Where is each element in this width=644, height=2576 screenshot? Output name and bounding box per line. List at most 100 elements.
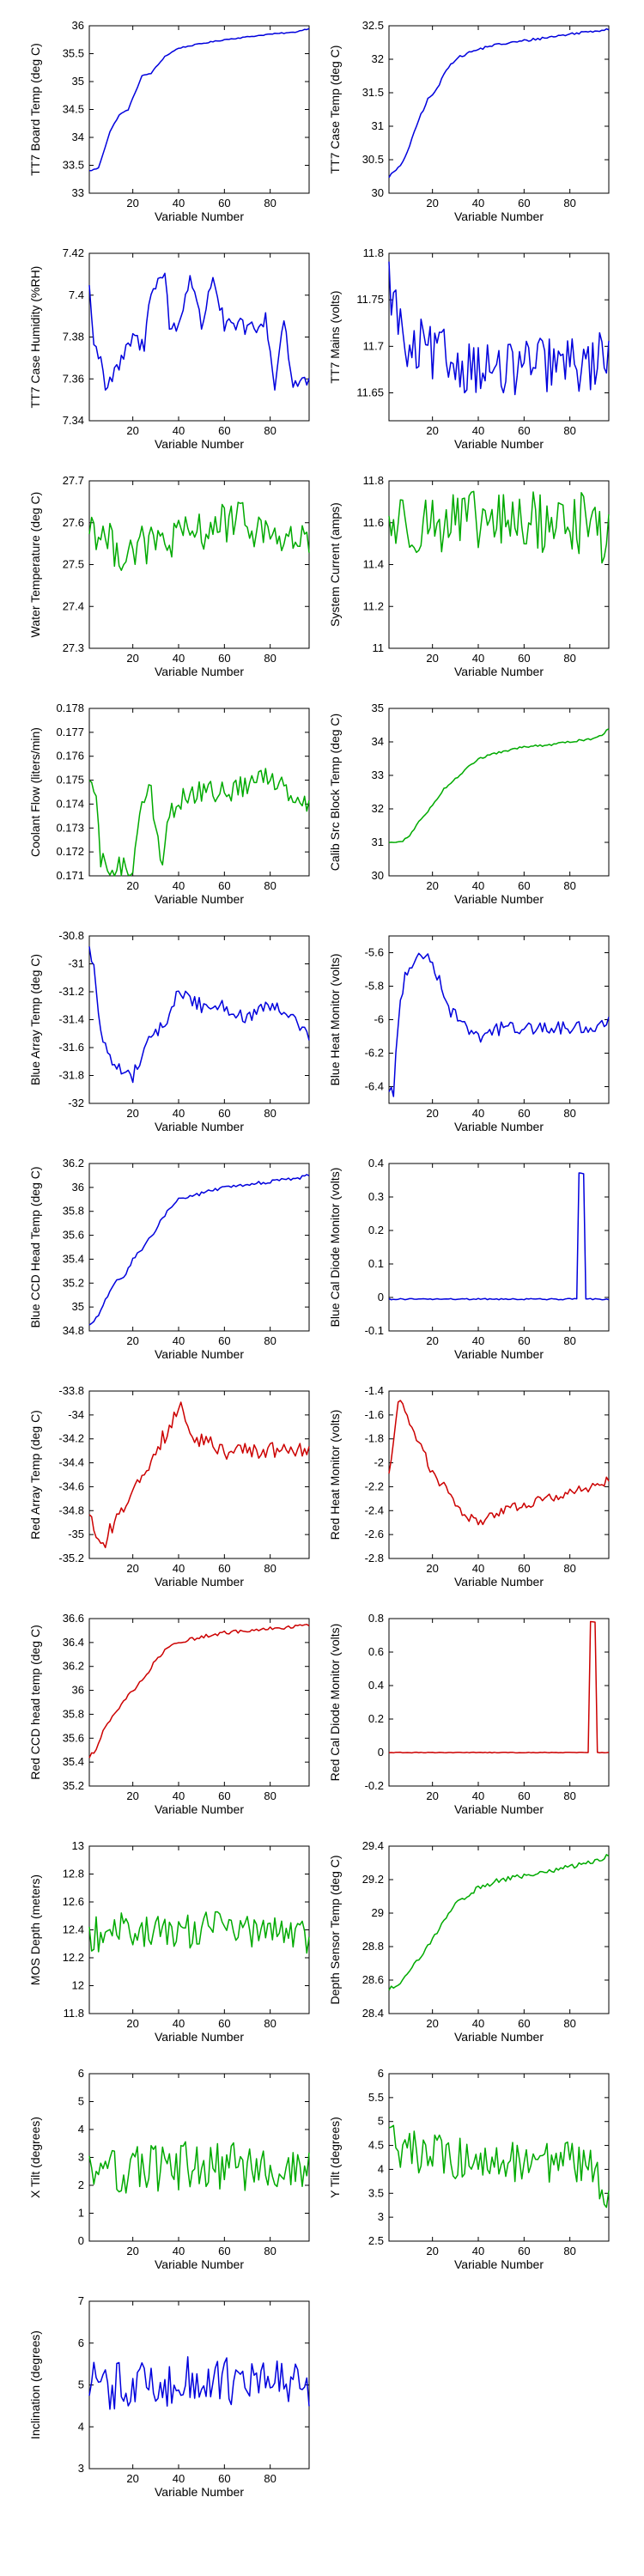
x-axis-label: Variable Number bbox=[454, 1575, 544, 1589]
series-line bbox=[88, 27, 310, 172]
y-tick-label: -35 bbox=[68, 1528, 84, 1540]
y-tick-label: 27.7 bbox=[63, 474, 84, 487]
x-tick-label: 80 bbox=[264, 424, 276, 437]
x-tick-label: 60 bbox=[218, 1107, 230, 1120]
x-axis-label: Variable Number bbox=[155, 665, 244, 678]
x-tick-label: 60 bbox=[518, 197, 530, 210]
x-tick-label: 80 bbox=[264, 1789, 276, 1802]
x-tick-label: 80 bbox=[563, 424, 575, 437]
x-tick-label: 20 bbox=[126, 879, 138, 892]
x-tick-label: 80 bbox=[264, 1334, 276, 1347]
y-tick-label: 0 bbox=[78, 2234, 84, 2247]
y-tick-label: 35.5 bbox=[63, 47, 84, 60]
y-tick-label: 34 bbox=[372, 735, 384, 748]
x-tick-label: 20 bbox=[126, 424, 138, 437]
x-axis-label: Variable Number bbox=[454, 892, 544, 906]
y-tick-label: 35.4 bbox=[63, 1755, 84, 1768]
x-axis-label: Variable Number bbox=[454, 665, 544, 678]
y-tick-label: -5.6 bbox=[365, 946, 384, 959]
subplot-1: 33 33.5 34 34.5 35 35.5 36 20 40 60 80 Variable Num… bbox=[28, 19, 310, 223]
y-tick-label: 0.8 bbox=[368, 1612, 384, 1625]
y-tick-label: -6 bbox=[374, 1013, 384, 1026]
x-tick-label: 20 bbox=[126, 1789, 138, 1802]
subplot-2: 30 30.5 31 31.5 32 32.5 20 40 60 80 Variable Numbe… bbox=[328, 19, 610, 223]
y-tick-label: 0.2 bbox=[368, 1712, 384, 1725]
x-tick-label: 80 bbox=[563, 1562, 575, 1575]
x-axis-label: Variable Number bbox=[155, 437, 244, 451]
y-tick-label: -31 bbox=[68, 957, 84, 970]
y-tick-label: 0.171 bbox=[56, 869, 84, 882]
y-tick-label: 35.8 bbox=[63, 1205, 84, 1218]
y-tick-label: 3 bbox=[78, 2462, 84, 2475]
x-tick-label: 60 bbox=[218, 424, 230, 437]
y-tick-label: 29 bbox=[372, 1906, 384, 1919]
x-tick-label: 20 bbox=[126, 1334, 138, 1347]
y-tick-label: 28.6 bbox=[362, 1973, 384, 1986]
y-axis-label: Blue CCD Head Temp (deg C) bbox=[28, 1166, 42, 1327]
x-tick-label: 80 bbox=[264, 652, 276, 665]
x-tick-label: 80 bbox=[563, 652, 575, 665]
plot-frame bbox=[88, 935, 310, 1104]
y-axis-label: Red Heat Monitor (volts) bbox=[328, 1410, 342, 1540]
y-axis-label: X Tilt (degrees) bbox=[28, 2117, 42, 2198]
y-tick-label: -5.8 bbox=[365, 980, 384, 993]
subplot-7: 0.171 0.172 0.173 0.174 0.175 0.176 0.177 0.178… bbox=[28, 702, 310, 906]
y-axis-label: Water Temperature (deg C) bbox=[28, 492, 42, 638]
series-line bbox=[388, 1620, 610, 1754]
subplot-8: 30 31 32 33 34 35 20 40 60 80 Variable Number Calib… bbox=[328, 702, 610, 906]
x-tick-label: 80 bbox=[563, 2245, 575, 2257]
y-tick-label: 11.6 bbox=[363, 516, 384, 529]
y-tick-label: 0.178 bbox=[56, 702, 84, 714]
y-tick-label: 34.5 bbox=[63, 103, 84, 116]
x-axis-label: Variable Number bbox=[454, 1347, 544, 1361]
y-tick-label: 35.4 bbox=[63, 1252, 84, 1265]
y-tick-label: -34 bbox=[68, 1408, 84, 1421]
y-tick-label: 36.6 bbox=[63, 1612, 84, 1625]
y-tick-label: 3.5 bbox=[368, 2186, 384, 2199]
x-tick-label: 60 bbox=[218, 652, 230, 665]
x-tick-label: 20 bbox=[126, 1562, 138, 1575]
subplot-6: 11 11.2 11.4 11.6 11.8 20 40 60 80 Variable Numbe… bbox=[328, 474, 610, 678]
x-tick-label: 20 bbox=[126, 652, 138, 665]
x-tick-label: 40 bbox=[173, 1107, 185, 1120]
y-tick-label: -33.8 bbox=[58, 1384, 84, 1397]
x-tick-label: 80 bbox=[563, 1107, 575, 1120]
x-axis-label: Variable Number bbox=[454, 1120, 544, 1133]
subplot-9: -32 -31.8 -31.6 -31.4 -31.2 -31 -30.8 20 40 60 80 V… bbox=[28, 929, 310, 1133]
y-tick-label: 36.4 bbox=[63, 1636, 84, 1649]
x-tick-label: 20 bbox=[426, 879, 438, 892]
y-tick-label: 0.6 bbox=[368, 1645, 384, 1658]
y-axis-label: Depth Sensor Temp (deg C) bbox=[328, 1855, 342, 2004]
x-tick-label: 40 bbox=[472, 652, 484, 665]
series-line bbox=[88, 1401, 310, 1549]
y-tick-label: 32 bbox=[372, 52, 384, 65]
x-axis-label: Variable Number bbox=[155, 2257, 244, 2271]
x-tick-label: 40 bbox=[173, 652, 185, 665]
y-axis-label: Calib Src Block Temp (deg C) bbox=[328, 714, 342, 871]
x-axis-label: Variable Number bbox=[454, 210, 544, 223]
y-tick-label: 0 bbox=[378, 1746, 384, 1759]
y-tick-label: 30 bbox=[372, 869, 384, 882]
y-tick-label: 29.4 bbox=[362, 1839, 384, 1852]
x-tick-label: 40 bbox=[173, 2472, 185, 2485]
y-tick-label: -31.8 bbox=[58, 1069, 84, 1082]
y-tick-label: 30 bbox=[372, 186, 384, 199]
plot-frame bbox=[388, 1618, 610, 1787]
y-tick-label: 35 bbox=[72, 75, 84, 88]
x-tick-label: 20 bbox=[126, 2017, 138, 2030]
series-line bbox=[388, 490, 610, 564]
y-tick-label: -31.6 bbox=[58, 1041, 84, 1054]
x-axis-label: Variable Number bbox=[454, 2030, 544, 2044]
subplot-21: 3 4 5 6 7 20 40 60 80 Variable Number Inclination … bbox=[28, 2294, 310, 2499]
y-axis-label: Coolant Flow (liters/min) bbox=[28, 727, 42, 857]
y-tick-label: 31 bbox=[372, 835, 384, 848]
y-tick-label: 4 bbox=[78, 2420, 84, 2433]
y-tick-label: -34.4 bbox=[58, 1456, 84, 1469]
series-line bbox=[88, 1911, 310, 1954]
x-tick-label: 80 bbox=[264, 2472, 276, 2485]
x-tick-label: 40 bbox=[472, 2017, 484, 2030]
x-tick-label: 60 bbox=[518, 1562, 530, 1575]
y-tick-label: 11.4 bbox=[363, 558, 384, 571]
subplot-15: 35.2 35.4 35.6 35.8 36 36.2 36.4 36.6 20 40 60 80 Va… bbox=[28, 1612, 310, 1816]
x-tick-label: 80 bbox=[264, 879, 276, 892]
